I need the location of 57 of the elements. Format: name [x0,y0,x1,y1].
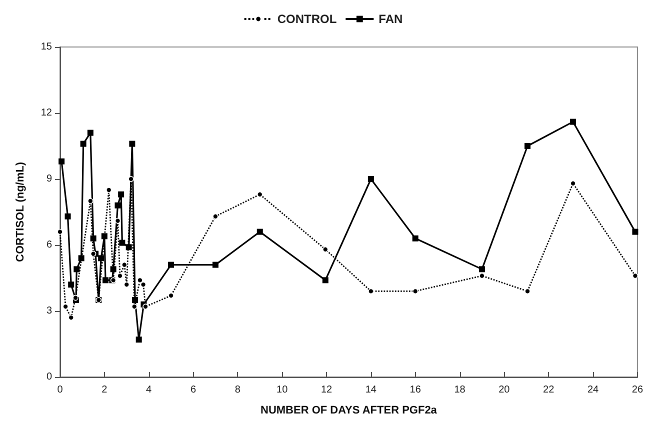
point [132,304,138,310]
x-tick-label: 4 [146,384,152,396]
x-tick-label: 20 [498,384,510,396]
point [102,277,109,284]
point [68,282,74,288]
y-tick-label: 9 [46,174,52,184]
point [412,235,418,242]
x-tick-label: 10 [276,384,288,396]
y-tick-label: 3 [46,306,52,316]
x-tick-label: 16 [410,384,422,396]
y-tick-label: 0 [46,372,52,382]
point [88,198,94,204]
x-tick-label: 8 [234,384,241,396]
point [64,213,71,220]
x-tick-label: 2 [102,384,108,396]
point [570,180,576,186]
point [136,336,142,343]
point [322,246,328,252]
point [74,266,80,272]
x-tick-label: 0 [57,384,64,396]
x-tick-label: 26 [632,384,644,396]
point [129,140,136,147]
point [142,304,148,310]
point [478,266,485,272]
x-tick-label: 12 [320,384,333,396]
y-tick-label: 12 [40,108,52,118]
x-tick-label: 24 [587,384,600,396]
point [62,304,68,310]
point [114,202,121,208]
point [72,294,78,301]
point [168,262,174,268]
legend-label: CONTROL [277,12,337,26]
legend-label: FAN [378,12,403,26]
y-axis-title: CORTISOL (ng/mL) [14,162,26,262]
point [87,130,94,136]
point [78,255,84,262]
point [368,176,374,182]
point [322,277,328,284]
point [118,191,124,198]
point [570,118,576,125]
y-tick-label: 6 [46,240,52,250]
x-tick-label: 14 [365,384,377,396]
point [80,140,86,147]
point [256,228,263,235]
y-tick-label: 15 [40,42,52,52]
x-tick-label: 18 [454,384,466,396]
point [119,240,126,246]
point [524,143,531,149]
point [212,214,218,220]
point [212,262,218,268]
x-axis-title: NUMBER OF DAYS AFTER PGF2a [260,404,438,416]
point [57,228,63,235]
x-tick-label: 6 [190,384,196,396]
point [168,292,174,298]
point [632,228,638,235]
x-tick-label: 22 [543,384,555,396]
point [58,158,65,164]
